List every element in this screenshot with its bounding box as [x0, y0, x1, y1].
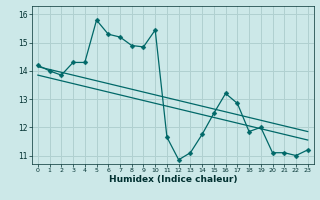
X-axis label: Humidex (Indice chaleur): Humidex (Indice chaleur): [108, 175, 237, 184]
